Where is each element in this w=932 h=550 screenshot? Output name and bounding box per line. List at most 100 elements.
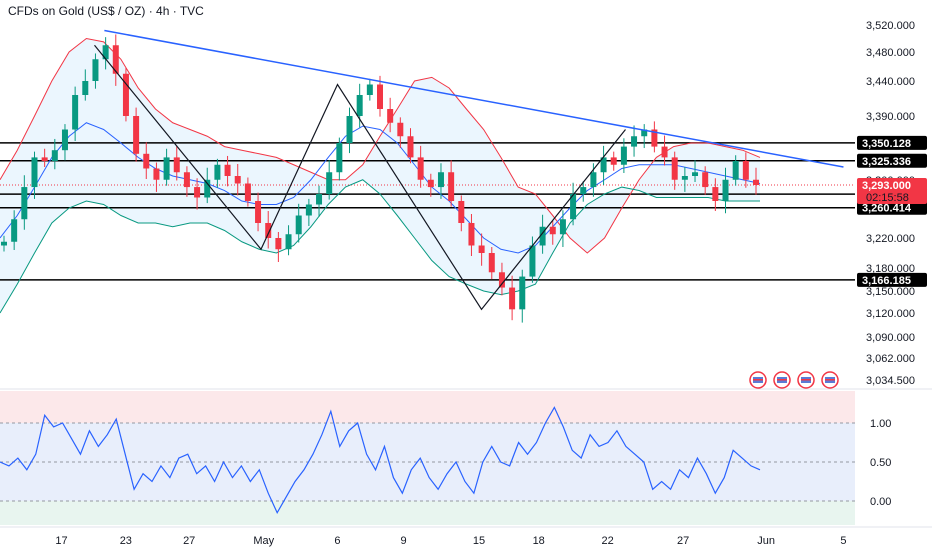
candle-body xyxy=(112,45,119,74)
flag-icon[interactable] xyxy=(821,371,839,389)
date-tick-label: 27 xyxy=(677,535,689,547)
candle-body xyxy=(295,215,302,235)
candle-body xyxy=(742,161,749,180)
candle-body xyxy=(92,59,99,81)
price-tick-label: 3,440.000 xyxy=(866,76,915,88)
price-axis[interactable]: 3,520.0003,480.0003,440.0003,390.0003,30… xyxy=(866,20,915,387)
price-tick-label: 3,120.000 xyxy=(866,308,915,320)
candle-body xyxy=(590,172,597,188)
osc-upper-zone xyxy=(0,391,855,423)
candle-body xyxy=(559,219,566,235)
level-tag-box xyxy=(857,200,927,215)
descending-trendline[interactable] xyxy=(104,29,844,168)
candle-body xyxy=(692,172,699,176)
candle-body xyxy=(11,219,18,242)
candle-body xyxy=(509,287,516,310)
candle-body xyxy=(153,168,160,180)
candle-body xyxy=(275,238,282,250)
candle-body xyxy=(753,179,759,185)
candle-body xyxy=(661,146,668,158)
date-tick-label: Jun xyxy=(757,535,775,547)
date-axis[interactable]: 17 23 27 May 6 9 15 18 22 27 Jun 5 xyxy=(55,535,846,547)
event-flags[interactable] xyxy=(749,371,839,389)
flag-icon[interactable] xyxy=(749,371,767,389)
candle-body xyxy=(356,95,363,116)
bollinger-lower-line xyxy=(0,179,760,314)
zigzag-pattern-line xyxy=(94,44,626,311)
candle-body xyxy=(234,176,241,184)
candle-body xyxy=(620,146,627,165)
candle-body xyxy=(397,122,404,137)
candle-body xyxy=(326,172,333,194)
level-tag-text: 3,260.414 xyxy=(862,203,912,215)
date-tick-label: 18 xyxy=(533,535,545,547)
candle-body xyxy=(549,226,556,235)
date-tick-label: 15 xyxy=(473,535,485,547)
candle-body xyxy=(143,153,150,169)
candle-body xyxy=(437,172,444,188)
flag-icon[interactable] xyxy=(773,371,791,389)
candle-body xyxy=(163,157,170,180)
date-tick-label: 6 xyxy=(334,535,340,547)
candle-body xyxy=(468,223,475,246)
candle-body xyxy=(712,187,719,201)
candle-body xyxy=(346,116,353,143)
osc-tick-label: 0.50 xyxy=(870,457,891,469)
candle-body xyxy=(732,161,739,180)
date-tick-label: 5 xyxy=(840,535,846,547)
candle-body xyxy=(336,143,343,173)
candle-body xyxy=(316,194,323,205)
candle-body xyxy=(72,95,79,130)
level-tag-box xyxy=(857,135,927,150)
price-tick-label: 3,520.000 xyxy=(866,20,915,32)
osc-lower-zone xyxy=(0,501,855,525)
candle-body xyxy=(21,187,28,220)
candle-body xyxy=(51,150,58,161)
candle-body xyxy=(1,241,7,246)
candle-body xyxy=(265,223,272,238)
oscillator-line xyxy=(0,406,761,515)
oscillator-axis[interactable]: 1.00 0.50 0.00 xyxy=(870,418,891,508)
candle-body xyxy=(478,245,485,253)
candle-body xyxy=(305,204,312,216)
date-tick-label: 27 xyxy=(183,535,195,547)
chart-title: CFDs on Gold (US$ / OZ) · 4h · TVC xyxy=(8,4,204,18)
candle-body xyxy=(427,179,434,188)
candle-body xyxy=(377,84,383,109)
date-tick-label: May xyxy=(253,535,274,547)
level-tag-text: 3,325.336 xyxy=(862,156,911,168)
level-tag-box xyxy=(857,272,927,287)
candle-body xyxy=(194,187,201,198)
candle-body xyxy=(580,187,587,194)
candle-body xyxy=(122,73,129,116)
candle-body xyxy=(570,194,577,220)
price-tick-label: 3,480.000 xyxy=(866,47,915,59)
candle-body xyxy=(458,201,465,223)
candle-body xyxy=(651,129,658,147)
candle-body xyxy=(183,172,190,188)
date-tick-label: 22 xyxy=(602,535,614,547)
candle-body xyxy=(671,157,678,180)
candle-body xyxy=(41,157,48,161)
osc-tick-label: 1.00 xyxy=(870,418,891,430)
price-tick-label: 3,220.000 xyxy=(866,233,915,245)
candle-body xyxy=(529,245,536,277)
candle-body xyxy=(31,157,38,188)
candle-body xyxy=(173,157,180,173)
bollinger-band-fill xyxy=(0,38,760,313)
candle-body xyxy=(407,136,414,158)
date-tick-label: 9 xyxy=(400,535,406,547)
candle-body xyxy=(539,226,546,246)
date-tick-label: 23 xyxy=(120,535,132,547)
flag-icon[interactable] xyxy=(797,371,815,389)
current-price-text: 3,293.000 xyxy=(862,180,911,192)
candlestick-series xyxy=(1,34,759,323)
bollinger-basis-line xyxy=(0,122,761,254)
flag-icon-stripe xyxy=(753,379,763,381)
level-tag-text: 3,350.128 xyxy=(862,138,911,150)
oscillator-gridlines xyxy=(0,422,855,502)
candle-body xyxy=(519,276,526,310)
candle-body xyxy=(600,157,607,173)
candle-body xyxy=(214,164,221,180)
